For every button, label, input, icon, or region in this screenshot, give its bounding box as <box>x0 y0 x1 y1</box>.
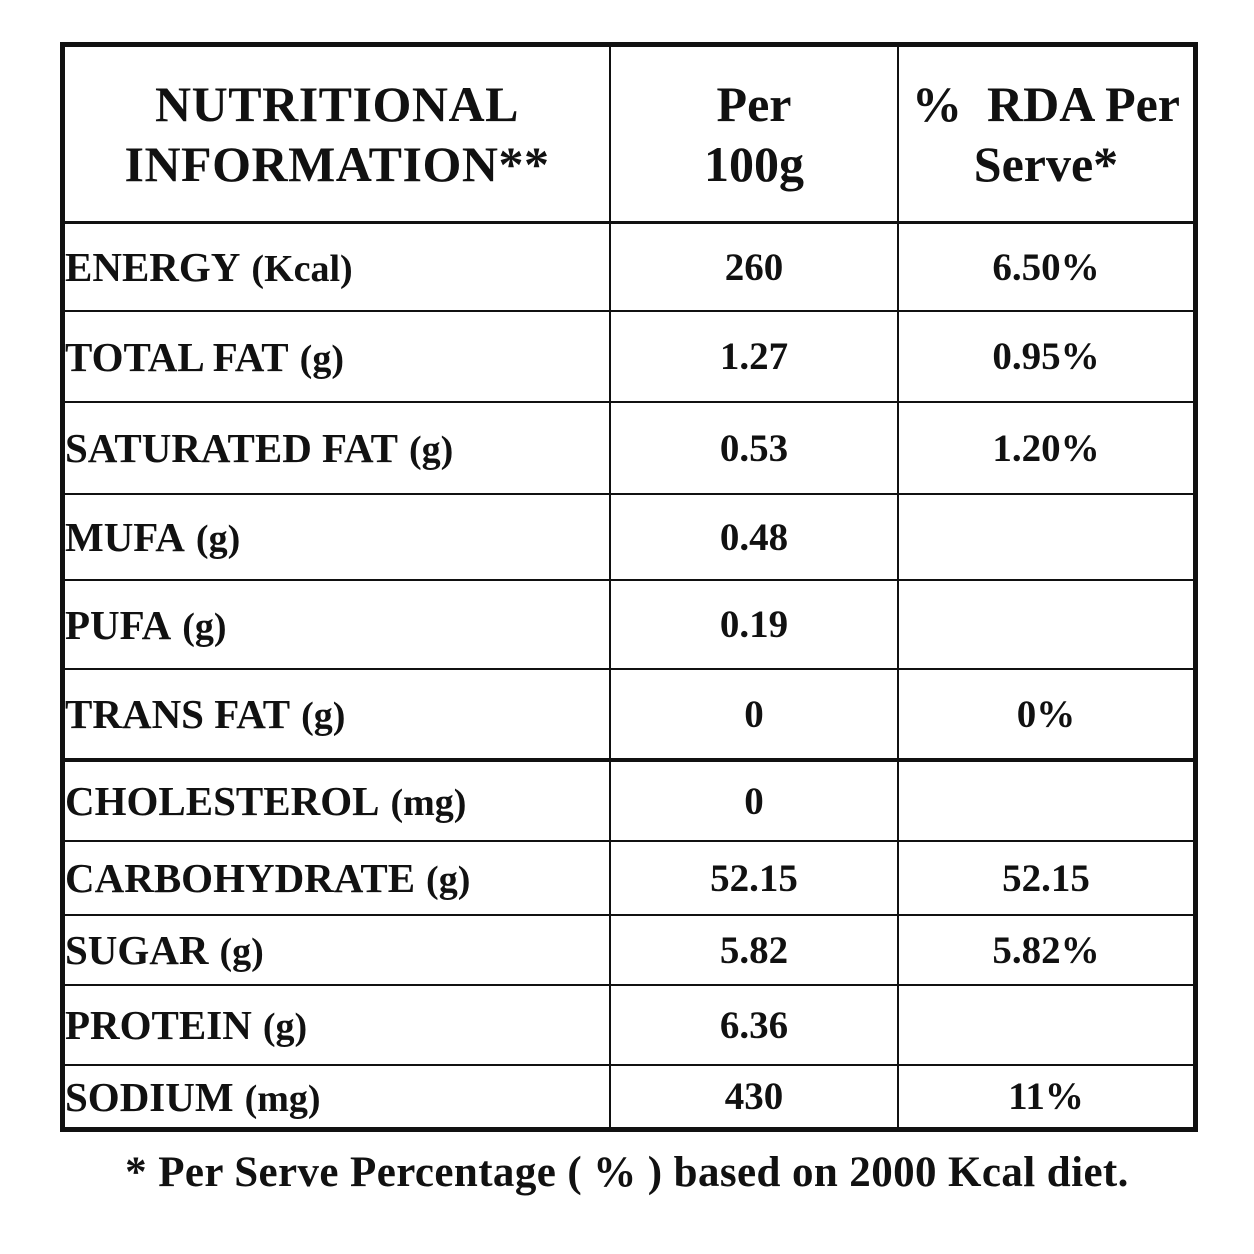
per-100g-value: 260 <box>609 221 899 312</box>
rda-value <box>897 493 1193 581</box>
footnote: * Per Serve Percentage ( % ) based on 20… <box>125 1149 1129 1196</box>
rda-value: 0% <box>897 668 1193 762</box>
rda-value <box>897 759 1193 842</box>
table-row: PROTEIN (g) 6.36 <box>65 984 1193 1066</box>
nutrient-label: MUFA (g) <box>65 493 611 581</box>
rda-value <box>897 984 1193 1066</box>
nutrient-label: PROTEIN (g) <box>65 984 611 1066</box>
table-row: CARBOHYDRATE (g) 52.15 52.15 <box>65 840 1193 916</box>
nutrient-unit: (g) <box>219 931 264 973</box>
rda-value: 52.15 <box>897 840 1193 916</box>
per-100g-value: 0 <box>609 668 899 762</box>
nutrient-label: TOTAL FAT (g) <box>65 310 611 403</box>
table-header-row: NUTRITIONAL INFORMATION** Per 100g % RDA… <box>65 47 1193 224</box>
rda-value <box>897 579 1193 670</box>
nutrient-label: TRANS FAT (g) <box>65 668 611 762</box>
header-rda-per-serve: % RDA Per Serve* <box>897 47 1193 224</box>
nutrient-label: SUGAR (g) <box>65 914 611 986</box>
nutrient-unit: (g) <box>262 1006 308 1048</box>
table-row: TOTAL FAT (g) 1.27 0.95% <box>65 310 1193 403</box>
nutrient-unit: (g) <box>408 429 454 471</box>
nutrient-label: CARBOHYDRATE (g) <box>65 840 611 916</box>
table-row: PUFA (g) 0.19 <box>65 579 1193 670</box>
nutrient-unit: (g) <box>301 695 346 737</box>
nutrient-unit: (mg) <box>244 1077 321 1120</box>
per-100g-value: 0.48 <box>609 493 899 581</box>
nutrient-unit: (g) <box>426 859 471 901</box>
nutrition-table: NUTRITIONAL INFORMATION** Per 100g % RDA… <box>65 47 1193 1127</box>
nutrient-unit: (g) <box>299 337 344 380</box>
per-100g-value: 430 <box>609 1064 899 1127</box>
table-row: TRANS FAT (g) 0 0% <box>65 668 1193 762</box>
nutrition-facts-panel: NUTRITIONAL INFORMATION** Per 100g % RDA… <box>60 42 1198 1132</box>
header-per-100g: Per 100g <box>609 47 899 224</box>
table-row: SATURATED FAT (g) 0.53 1.20% <box>65 401 1193 495</box>
header-nutritional-information: NUTRITIONAL INFORMATION** <box>65 47 611 224</box>
nutrient-label: SATURATED FAT (g) <box>65 401 611 495</box>
nutrient-unit: (Kcal) <box>251 248 353 290</box>
per-100g-value: 52.15 <box>609 840 899 916</box>
table-row: ENERGY (Kcal) 260 6.50% <box>65 221 1193 312</box>
nutrient-label: PUFA (g) <box>65 579 611 670</box>
nutrient-label: ENERGY (Kcal) <box>65 221 611 312</box>
table-row: MUFA (g) 0.48 <box>65 493 1193 581</box>
table-row: SODIUM (mg) 430 11% <box>65 1064 1193 1127</box>
per-100g-value: 0.19 <box>609 579 899 670</box>
per-100g-value: 5.82 <box>609 914 899 986</box>
rda-value: 5.82% <box>897 914 1193 986</box>
rda-value: 1.20% <box>897 401 1193 495</box>
rda-value: 6.50% <box>897 221 1193 312</box>
nutrient-unit: (g) <box>182 605 227 648</box>
table-row: CHOLESTEROL (mg) 0 <box>65 759 1193 842</box>
nutrient-label: CHOLESTEROL (mg) <box>65 759 611 842</box>
per-100g-value: 1.27 <box>609 310 899 403</box>
per-100g-value: 6.36 <box>609 984 899 1066</box>
rda-value: 0.95% <box>897 310 1193 403</box>
per-100g-value: 0 <box>609 759 899 842</box>
table-row: SUGAR (g) 5.82 5.82% <box>65 914 1193 986</box>
nutrient-unit: (g) <box>195 518 241 560</box>
rda-value: 11% <box>897 1064 1193 1127</box>
nutrient-label: SODIUM (mg) <box>65 1064 611 1127</box>
per-100g-value: 0.53 <box>609 401 899 495</box>
nutrient-unit: (mg) <box>390 782 467 824</box>
